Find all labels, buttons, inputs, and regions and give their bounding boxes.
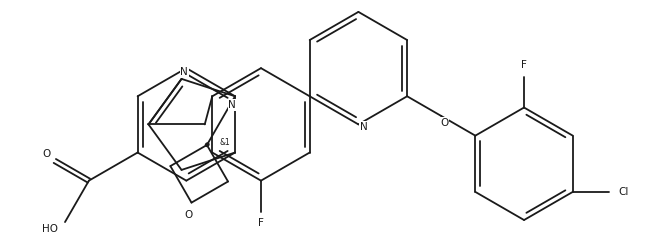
Text: O: O	[42, 149, 50, 159]
Text: N: N	[228, 100, 236, 110]
Text: O: O	[184, 210, 193, 220]
Text: F: F	[258, 218, 264, 228]
Text: &1: &1	[219, 138, 230, 147]
Text: N: N	[180, 67, 188, 77]
Text: O: O	[440, 118, 448, 128]
Text: N: N	[360, 122, 368, 132]
Text: Cl: Cl	[618, 187, 629, 197]
Text: HO: HO	[42, 224, 58, 234]
Text: F: F	[521, 60, 527, 70]
